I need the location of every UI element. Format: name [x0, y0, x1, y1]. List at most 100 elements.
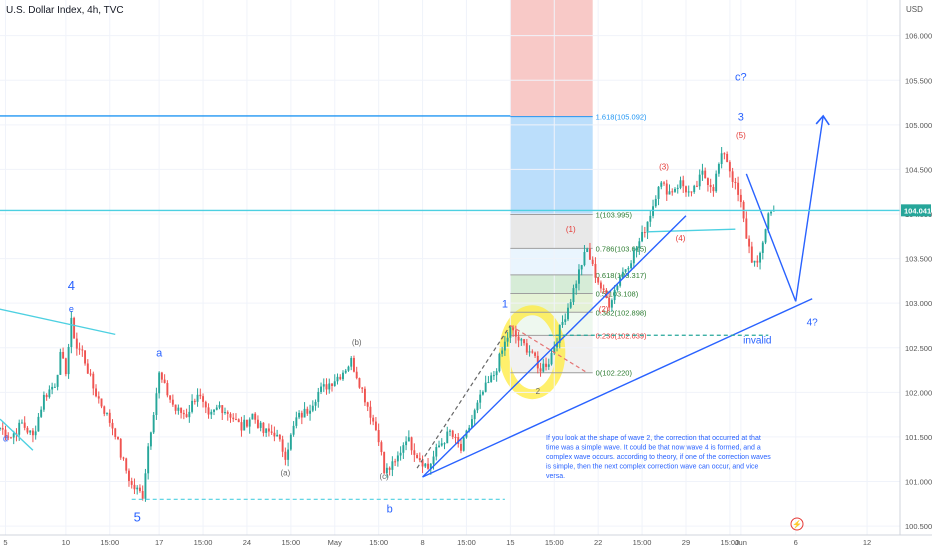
- candle-body: [709, 184, 712, 188]
- candle-body: [174, 404, 177, 411]
- candle-body: [292, 425, 295, 435]
- candle-body: [278, 434, 281, 440]
- candle-body: [641, 232, 644, 242]
- fib-band: [510, 248, 593, 275]
- y-tick-label: 103.500: [905, 255, 932, 264]
- wave-label: (4): [676, 234, 686, 243]
- trend-line: [422, 298, 813, 478]
- candle-body: [29, 430, 32, 433]
- candle-body: [383, 452, 386, 474]
- candle-body: [193, 400, 196, 402]
- candle-body: [347, 366, 350, 371]
- candle-body: [624, 269, 627, 272]
- candle-body: [202, 396, 205, 402]
- candle-body: [51, 386, 54, 390]
- candle-body: [396, 455, 399, 462]
- candle-body: [575, 283, 578, 289]
- candle-body: [358, 378, 361, 388]
- event-flash-icon: [790, 517, 804, 531]
- candle-body: [490, 375, 493, 382]
- candle-body: [407, 437, 410, 442]
- candle-body: [372, 417, 375, 422]
- candle-body: [20, 422, 23, 424]
- candle-body: [361, 387, 364, 389]
- annotation-line: time was a simple wave. It could be that…: [546, 445, 761, 452]
- candle-body: [674, 188, 676, 192]
- candle-body: [67, 347, 70, 375]
- dashed-line: [510, 324, 588, 374]
- candle-body: [158, 372, 161, 394]
- candle-body: [635, 247, 638, 251]
- candle-body: [753, 260, 756, 263]
- candle-body: [245, 419, 248, 427]
- arrow-head: [815, 114, 830, 126]
- candle-body: [564, 319, 567, 322]
- fib-level-label: 0.618(103.317): [596, 271, 647, 280]
- candle-body: [418, 458, 421, 461]
- candle-body: [608, 297, 611, 308]
- candle-body: [553, 347, 556, 354]
- candle-body: [413, 450, 416, 455]
- y-tick-label: 101.500: [905, 433, 932, 442]
- candle-body: [221, 405, 224, 414]
- candle-body: [262, 422, 265, 433]
- candle-body: [103, 406, 106, 414]
- trend-line: [0, 308, 116, 336]
- candle-body: [717, 164, 720, 174]
- wave-label: (a): [280, 468, 290, 477]
- candle-body: [528, 351, 531, 353]
- candle-body: [449, 430, 451, 432]
- candle-body: [594, 263, 597, 278]
- candle-body: [141, 491, 144, 499]
- candle-body: [583, 251, 586, 266]
- drawing-lines[interactable]: [0, 114, 900, 500]
- candle-body: [748, 238, 751, 247]
- x-tick-label: 22: [594, 538, 602, 547]
- candle-body: [498, 353, 501, 372]
- candle-body: [339, 376, 342, 380]
- chart-title: U.S. Dollar Index, 4h, TVC: [6, 5, 124, 16]
- candle-body: [567, 307, 569, 320]
- candle-body: [12, 433, 15, 438]
- candle-body: [558, 325, 561, 343]
- x-tick-label: 12: [863, 538, 871, 547]
- candle-body: [215, 407, 218, 410]
- candle-body: [525, 343, 528, 353]
- wave-label: (3): [659, 162, 669, 171]
- candle-body: [369, 406, 372, 418]
- candle-body: [188, 411, 191, 418]
- wave-label: c?: [735, 71, 747, 83]
- wave-label: 4: [68, 278, 75, 293]
- y-tick-label: 105.000: [905, 121, 932, 130]
- candle-body: [322, 384, 325, 387]
- candle-body: [133, 484, 136, 490]
- wave-label: 1: [502, 299, 508, 311]
- candle-body: [429, 463, 432, 469]
- candle-body: [229, 413, 232, 418]
- candle-body: [152, 415, 155, 433]
- candle-body: [481, 391, 484, 395]
- lightning-icon: ⚡: [792, 519, 802, 529]
- candle-body: [210, 411, 213, 415]
- candle-body: [62, 351, 65, 359]
- candle-body: [31, 430, 34, 436]
- candle-body: [237, 419, 240, 423]
- candle-body: [739, 194, 742, 202]
- candle-body: [424, 463, 427, 467]
- candle-body: [34, 431, 37, 436]
- candle-body: [160, 372, 163, 380]
- candle-body: [734, 181, 737, 183]
- candle-body: [218, 405, 221, 408]
- candle-body: [487, 381, 490, 383]
- wave-label: (1): [566, 225, 576, 234]
- candle-body: [224, 412, 226, 414]
- candle-body: [171, 399, 174, 405]
- candle-body: [578, 269, 580, 284]
- candle-body: [704, 170, 707, 179]
- candle-body: [388, 467, 391, 470]
- candle-body: [254, 413, 257, 420]
- candle-body: [149, 432, 152, 447]
- y-tick-label: 102.500: [905, 344, 932, 353]
